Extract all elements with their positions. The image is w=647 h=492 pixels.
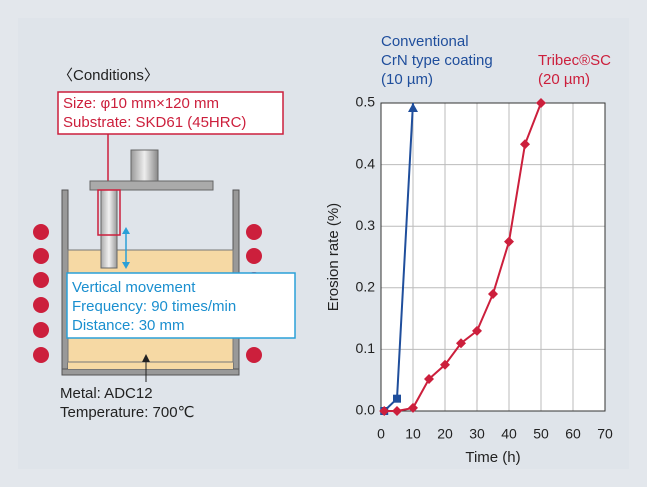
marker <box>379 406 390 416</box>
marker <box>504 236 514 247</box>
x-tick-label: 10 <box>405 426 421 442</box>
marker <box>488 288 498 299</box>
specimen-box <box>57 91 284 135</box>
metal-text: Metal: ADC12 <box>60 385 153 402</box>
plot-area <box>381 103 605 411</box>
metal-text: Temperature: 700℃ <box>60 404 194 421</box>
x-tick-label: 0 <box>377 426 385 442</box>
marker <box>456 338 466 349</box>
y-tick-label: 0.5 <box>356 94 376 110</box>
arrow-head <box>142 354 150 362</box>
plot-frame <box>380 102 606 412</box>
x-tick-label: 20 <box>437 426 453 442</box>
x-tick-label: 30 <box>469 426 485 442</box>
marker <box>520 139 530 150</box>
legend-label: CrN type coating <box>381 52 493 69</box>
marker <box>536 98 546 108</box>
marker <box>424 373 434 384</box>
movement-text: Distance: 30 mm <box>72 317 185 334</box>
legend-label: (10 µm) <box>381 71 433 88</box>
x-tick-label: 50 <box>533 426 549 442</box>
y-tick-label: 0.3 <box>356 217 376 233</box>
specimen-text: Size: φ10 mm×120 mm <box>63 95 219 112</box>
y-axis-label: Erosion rate (%) <box>325 203 342 311</box>
movement-text: Frequency: 90 times/min <box>72 298 236 315</box>
specimen-text: Substrate: SKD61 (45HRC) <box>63 114 246 131</box>
marker <box>393 394 401 403</box>
specimen-highlight <box>97 189 121 236</box>
marker <box>440 359 450 370</box>
marker <box>392 406 402 416</box>
specimen-rod <box>100 189 118 269</box>
marker <box>472 325 482 336</box>
y-tick-label: 0.0 <box>356 402 376 418</box>
x-tick-label: 60 <box>565 426 581 442</box>
movement-box <box>66 272 296 339</box>
legend-label: (20 µm) <box>538 71 590 88</box>
crucible-wall <box>61 368 240 376</box>
arrow-marker <box>408 103 418 112</box>
y-tick-label: 0.4 <box>356 155 376 171</box>
y-tick-label: 0.2 <box>356 279 376 295</box>
apparatus-diagram: 〈Conditions〉 Size: φ10 mm×120 mm Substra… <box>33 67 296 421</box>
y-tick-label: 0.1 <box>356 340 376 356</box>
marker <box>408 402 418 413</box>
x-axis-label: Time (h) <box>465 449 520 466</box>
legend-label: Conventional <box>381 33 469 50</box>
legend-label: Tribec®SC <box>538 52 611 69</box>
column <box>130 149 159 182</box>
x-tick-label: 70 <box>597 426 613 442</box>
conditions-title: 〈Conditions〉 <box>58 67 159 84</box>
movement-text: Vertical movement <box>72 279 196 296</box>
x-tick-label: 40 <box>501 426 517 442</box>
platform <box>89 180 214 191</box>
